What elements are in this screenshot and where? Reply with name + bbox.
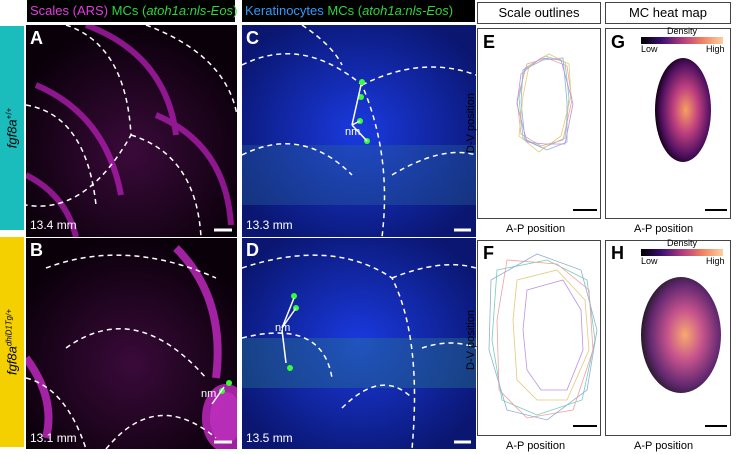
- header-marker: MCs (atoh1a:nls-Eos): [112, 3, 238, 18]
- panel-letter: C: [246, 28, 259, 48]
- x-label: A-P position: [506, 223, 566, 235]
- row-label: fgf8adhiD1Tg/+: [4, 309, 19, 375]
- outlines: [516, 53, 597, 211]
- heatmap: [655, 58, 727, 211]
- x-label: A-P position: [506, 440, 566, 452]
- heatmap: [641, 277, 727, 427]
- panel-letter: B: [30, 240, 43, 260]
- panel-letter: F: [483, 243, 494, 263]
- colorbar: [641, 249, 723, 256]
- panel-letter: D: [246, 240, 259, 260]
- length: 13.5 mm: [246, 431, 293, 445]
- micrograph-d: [242, 238, 476, 449]
- length: 13.3 mm: [246, 218, 293, 232]
- annotation: nm: [201, 388, 217, 400]
- genotype: +/+: [4, 107, 14, 120]
- panel-letter: H: [611, 243, 624, 263]
- t: ): [233, 3, 238, 18]
- panel-letter: A: [30, 28, 43, 48]
- x-label: A-P position: [634, 440, 694, 452]
- colorbar: [641, 37, 723, 44]
- x-label: A-P position: [634, 223, 694, 235]
- micrograph-b: [26, 238, 237, 449]
- colorbar-high: High: [706, 44, 725, 54]
- gene: fgf8a: [4, 119, 20, 149]
- t: ): [448, 3, 454, 18]
- colorbar-high: High: [706, 256, 725, 266]
- micrograph-c: [242, 25, 476, 237]
- y-label: D-V position: [465, 93, 477, 153]
- colorbar-title: Density: [667, 238, 698, 248]
- colorbar-low: Low: [641, 44, 658, 54]
- genotype: dhiD1Tg/+: [4, 308, 14, 347]
- header-c: Keratinocytes MCs (atoh1a:nls-Eos): [242, 0, 475, 22]
- row-band: [0, 26, 24, 230]
- y-label: D-V position: [465, 310, 477, 370]
- panel-letter: G: [611, 32, 626, 52]
- outlines: [488, 253, 598, 427]
- panel-letter: E: [483, 32, 496, 52]
- annotation: nm: [275, 322, 291, 334]
- annotation: nm: [345, 126, 361, 138]
- gene: fgf8a: [4, 346, 20, 376]
- header-e: Scale outlines: [477, 2, 601, 24]
- length: 13.4 mm: [30, 218, 77, 232]
- header-marker: MCs (atoh1a:nls-Eos): [327, 3, 453, 18]
- t: MCs (: [111, 3, 147, 18]
- header-g: MC heat map: [605, 2, 731, 24]
- micrograph-a: [26, 25, 237, 237]
- header-label: Scales (ARS): [30, 3, 109, 18]
- t: MCs (: [327, 3, 363, 18]
- header-a: Scales (ARS) MCs (atoh1a:nls-Eos): [27, 0, 238, 22]
- colorbar-low: Low: [641, 256, 658, 266]
- row-label: fgf8a+/+: [4, 108, 19, 149]
- t: atoh1a:nls-Eos: [362, 3, 449, 18]
- header-label: Keratinocytes: [245, 3, 324, 18]
- length: 13.1 mm: [30, 431, 77, 445]
- t: atoh1a:nls-Eos: [146, 3, 234, 18]
- row-band: [0, 237, 24, 447]
- colorbar-title: Density: [667, 26, 698, 36]
